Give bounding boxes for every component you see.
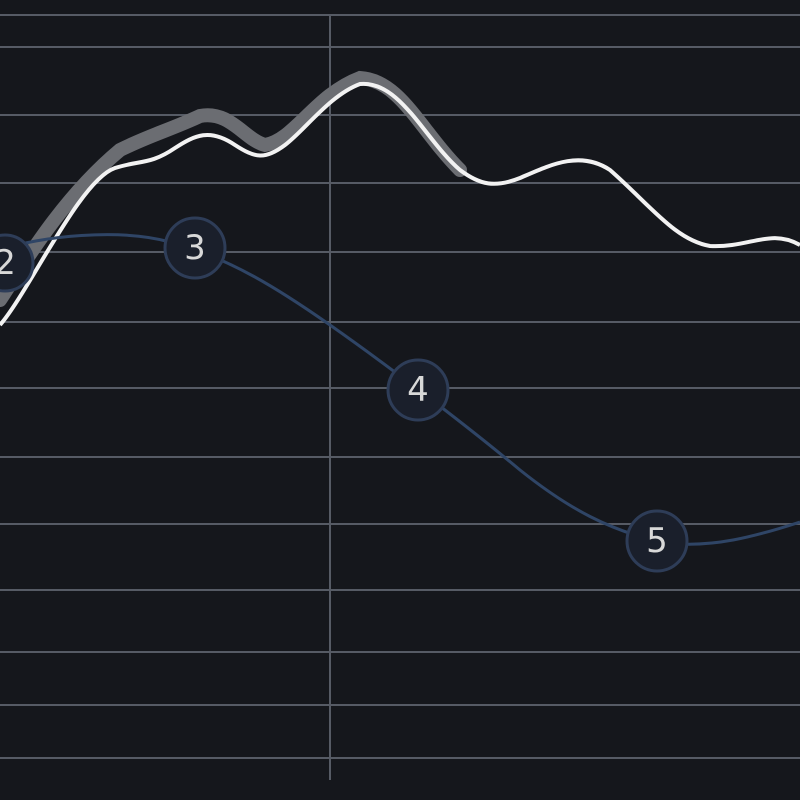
node-circle[interactable]: [625, 509, 689, 573]
node-label: 3: [184, 228, 206, 268]
node-label: 5: [646, 521, 668, 561]
grid: [0, 14, 800, 780]
curve-shadow: [0, 70, 467, 307]
node-circle[interactable]: [163, 216, 227, 280]
node[interactable]: 4: [386, 358, 450, 422]
node-circle[interactable]: [386, 358, 450, 422]
node[interactable]: 2: [0, 233, 35, 293]
node[interactable]: 5: [625, 509, 689, 573]
node[interactable]: 3: [163, 216, 227, 280]
node-label: 2: [0, 243, 16, 283]
eq-curve: [0, 81, 800, 327]
node-label: 4: [407, 370, 429, 410]
node-circle[interactable]: [0, 233, 35, 293]
